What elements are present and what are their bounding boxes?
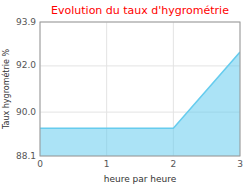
data-group (40, 52, 240, 156)
plot-background (40, 22, 240, 156)
tick-label: 3 (237, 159, 243, 169)
area (40, 52, 240, 156)
tick-label: 92.0 (16, 60, 36, 70)
line (40, 52, 240, 128)
tick-label: 93.9 (16, 17, 36, 27)
tick-label: 88.1 (16, 151, 36, 161)
tick-label: 1 (104, 159, 110, 169)
x-axis-label: heure par heure (104, 174, 177, 184)
y-axis-label: Taux hygrométrie % (1, 49, 11, 131)
chart-container: 88.1 90.0 92.0 93.9 0 1 2 3 Evolution du taux d'… (0, 0, 250, 188)
tick-label: 0 (37, 159, 43, 169)
x-axis: 0 1 2 3 (37, 22, 243, 169)
tick-label: 90.0 (16, 107, 36, 117)
title: Evolution du taux d'hygrométrie (51, 4, 229, 17)
chart-svg: 88.1 90.0 92.0 93.9 0 1 2 3 Evolution du taux d'… (0, 0, 250, 188)
tick-label: 2 (170, 159, 176, 169)
plot-frame (40, 22, 240, 156)
y-axis: 88.1 90.0 92.0 93.9 (16, 17, 240, 161)
grid-line (40, 65, 240, 66)
